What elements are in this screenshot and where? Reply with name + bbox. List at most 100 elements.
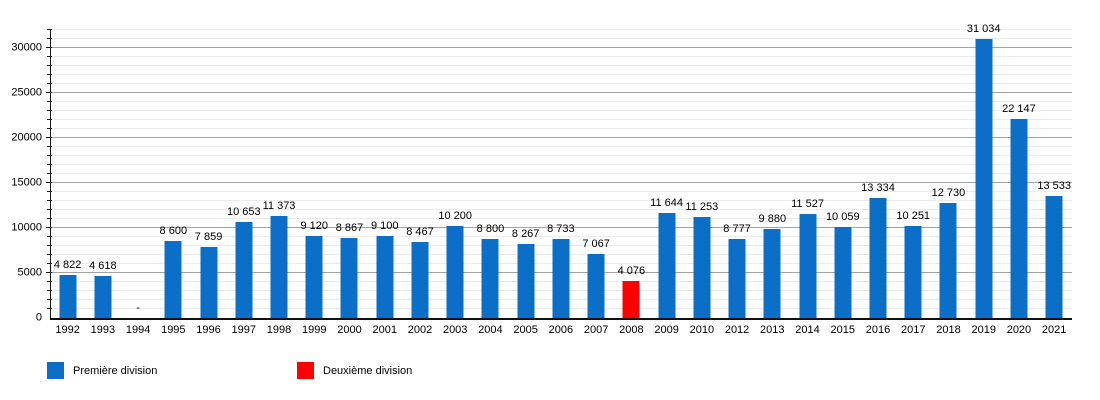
y-axis-tick <box>47 200 52 201</box>
bar-2010 <box>693 216 711 318</box>
y-axis-tick <box>47 146 52 147</box>
y-axis-labels: 0 5000 10000 15000 20000 25000 30000 <box>0 30 44 323</box>
value-label-2019: 31 034 <box>966 22 1001 35</box>
bar-slot-1993: 4 618 1993 <box>85 30 120 336</box>
x-axis-label-2015: 2015 <box>830 324 856 336</box>
bar-slot-2012: 8 777 2012 <box>719 30 754 336</box>
x-axis-label-2008: 2008 <box>619 324 644 336</box>
y-axis-tick <box>46 227 52 228</box>
x-axis-label-2013: 2013 <box>760 324 785 336</box>
bar-slot-2019: 31 034 2019 <box>966 23 1001 335</box>
y-axis-line <box>50 30 51 318</box>
value-label-1995: 8 600 <box>159 224 188 237</box>
y-axis-tick <box>47 218 52 219</box>
bar-slots: 4 822 1992 4 618 1993 - 1994 8 600 1995 7 859 199… <box>50 23 1072 336</box>
minor-gridline <box>50 29 1072 30</box>
y-axis-tick <box>47 83 52 84</box>
bar-2009 <box>658 213 676 318</box>
x-axis-label-1997: 1997 <box>231 324 257 336</box>
x-axis-label-2020: 2020 <box>1006 324 1032 336</box>
bar-2000 <box>340 238 358 318</box>
x-axis-label-1992: 1992 <box>55 324 80 336</box>
y-axis-tick <box>47 164 52 165</box>
bar-2013 <box>763 229 781 318</box>
x-axis-label-2021: 2021 <box>1041 324 1067 336</box>
value-label-1993: 4 618 <box>89 260 117 273</box>
y-axis-tick <box>47 263 52 264</box>
minor-gridline <box>50 65 1072 66</box>
value-label-1998: 11 373 <box>262 199 296 212</box>
bar-slot-2015: 10 059 2015 <box>825 30 860 336</box>
value-label-2007: 7 067 <box>582 238 610 251</box>
y-axis-tick <box>47 254 52 255</box>
x-axis-label-1998: 1998 <box>266 324 292 336</box>
minor-gridline <box>50 128 1072 129</box>
value-label-2017: 10 251 <box>896 209 931 222</box>
y-axis-tick-label: 20000 <box>11 131 42 144</box>
y-axis-tick-label: 5000 <box>17 266 42 279</box>
x-axis-label-1996: 1996 <box>196 324 221 336</box>
y-axis-tick <box>47 173 52 174</box>
bar-slot-2016: 13 334 2016 <box>860 30 895 336</box>
minor-gridline <box>50 119 1072 120</box>
value-label-2010: 11 253 <box>685 200 719 213</box>
y-axis-tick-label: 25000 <box>11 86 42 99</box>
value-label-2004: 8 800 <box>476 222 505 235</box>
legend-item-deuxieme-division: Deuxième division <box>297 362 412 379</box>
minor-gridline <box>50 38 1072 39</box>
bar-2014 <box>799 214 817 318</box>
y-axis-tick <box>47 245 52 246</box>
bar-slot-1994: - 1994 <box>120 30 155 336</box>
x-axis-label-2005: 2005 <box>513 324 538 336</box>
bar-2006 <box>552 239 570 318</box>
y-axis-tick <box>47 74 52 75</box>
bar-slot-2000: 8 867 2000 <box>332 30 367 336</box>
x-axis-label-2003: 2003 <box>442 324 468 336</box>
x-axis-label-2002: 2002 <box>407 324 433 336</box>
bar-1992 <box>59 274 77 318</box>
bar-2021 <box>1045 196 1063 318</box>
x-axis-label-2004: 2004 <box>478 324 503 336</box>
bar-2020 <box>1010 118 1028 318</box>
minor-gridline <box>50 56 1072 57</box>
bar-slot-2009: 11 644 2009 <box>649 30 684 336</box>
y-axis-tick <box>47 308 52 309</box>
bar-slot-2018: 12 730 2018 <box>931 30 966 336</box>
major-gridline <box>50 137 1072 138</box>
bar-2001 <box>376 236 394 318</box>
bar-1993 <box>94 276 112 318</box>
y-axis-tick <box>46 47 52 48</box>
y-axis-tick <box>46 182 52 183</box>
major-gridline <box>50 182 1072 183</box>
minor-gridline <box>50 236 1072 237</box>
minor-gridline <box>50 146 1072 147</box>
minor-gridline <box>50 164 1072 165</box>
bar-slot-1998: 11 373 1998 <box>261 30 296 335</box>
value-label-1996: 7 859 <box>194 231 223 244</box>
bar-1999 <box>305 235 323 318</box>
bar-slot-2020: 22 147 2020 <box>1001 30 1036 335</box>
value-label-2008: 4 076 <box>617 265 646 278</box>
x-axis-label-1999: 1999 <box>302 324 327 336</box>
y-axis-tick <box>47 281 52 282</box>
value-label-2003: 10 200 <box>438 210 473 223</box>
legend-swatch-premiere-division <box>47 362 64 379</box>
legend-label-premiere-division: Première division <box>73 364 158 377</box>
value-label-1994: - <box>136 302 140 314</box>
value-label-2000: 8 867 <box>335 222 364 235</box>
bar-slot-2014: 11 527 2014 <box>790 30 825 336</box>
y-axis-tick <box>47 101 52 102</box>
y-axis-tick <box>46 137 52 138</box>
value-label-1997: 10 653 <box>226 206 261 219</box>
y-axis-tick <box>47 155 52 156</box>
value-label-2016: 13 334 <box>861 182 895 194</box>
bar-slot-2013: 9 880 2013 <box>755 30 790 336</box>
minor-gridline <box>50 209 1072 210</box>
bar-slot-1995: 8 600 1995 <box>156 30 191 335</box>
y-axis-tick <box>47 56 52 57</box>
bar-slot-2017: 10 251 2017 <box>896 30 931 335</box>
value-label-2002: 8 467 <box>406 225 434 238</box>
value-label-2021: 13 533 <box>1037 180 1071 193</box>
y-axis-tick <box>47 29 52 30</box>
